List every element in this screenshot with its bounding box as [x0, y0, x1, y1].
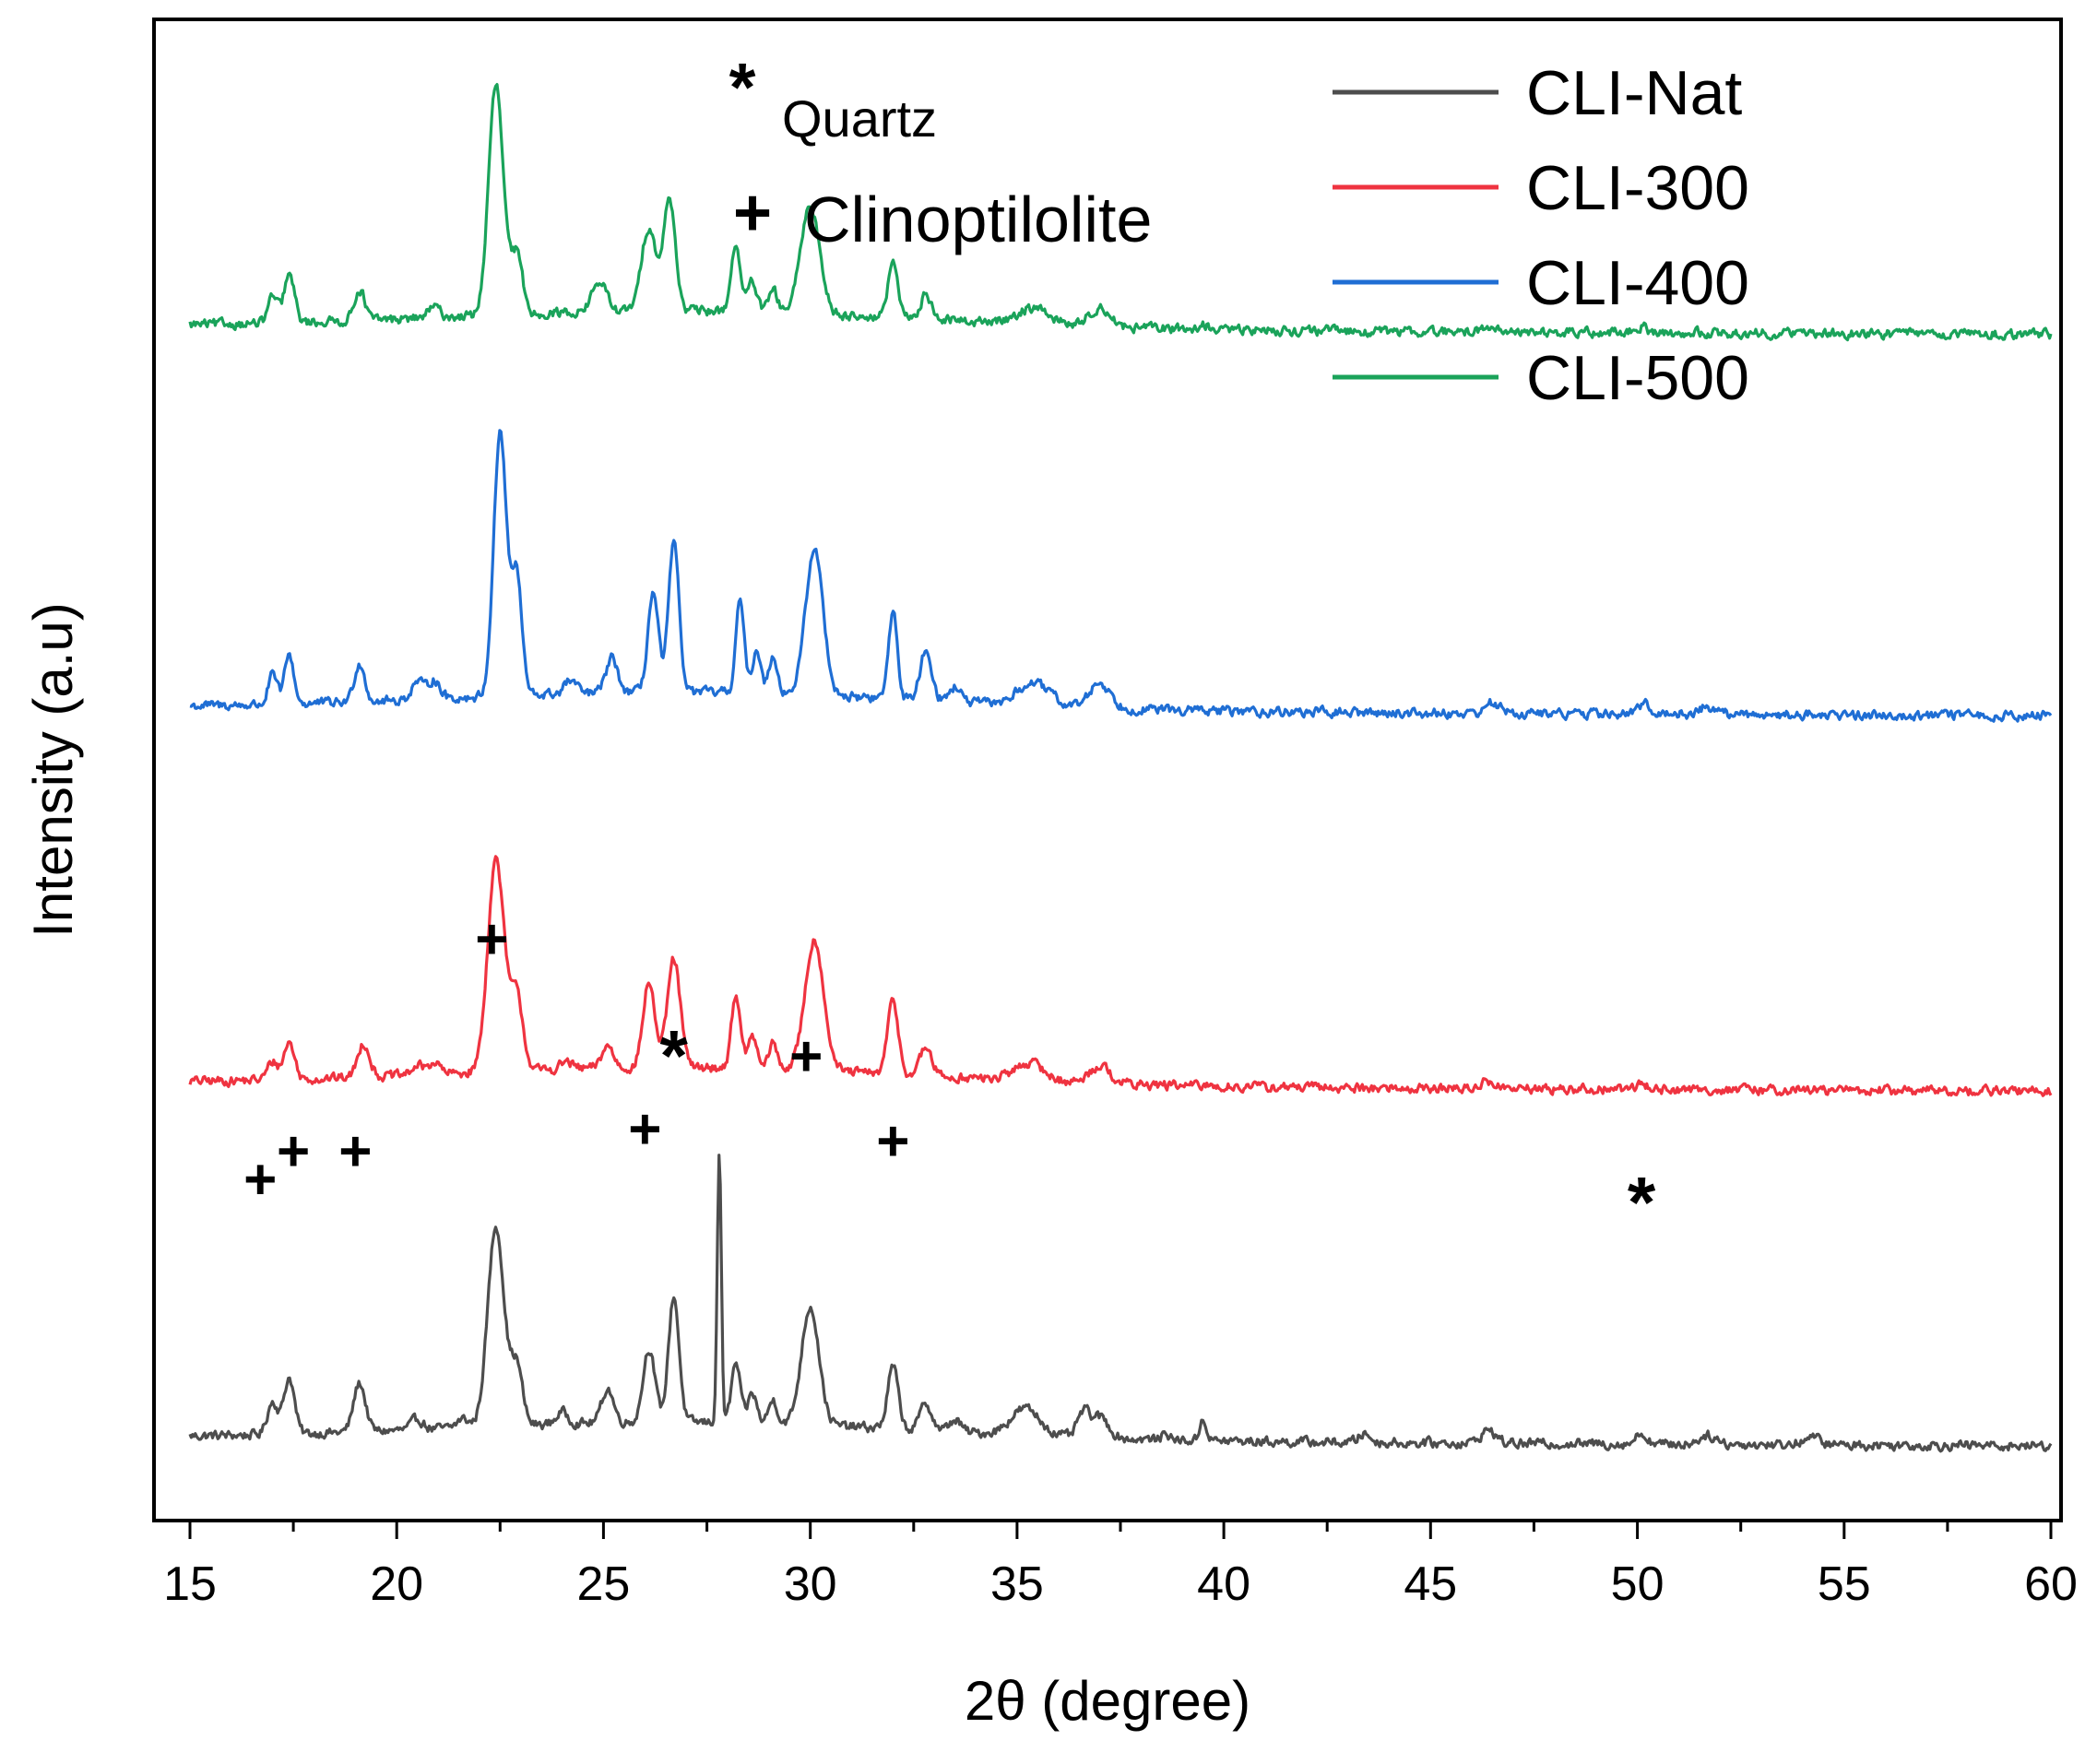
series-line-cli-500: [188, 82, 2053, 342]
x-tick-label: 60: [2024, 1557, 2078, 1611]
x-tick-label: 35: [990, 1557, 1044, 1611]
x-tick-label: 55: [1818, 1557, 1871, 1611]
legend-label-cli-300: CLI-300: [1526, 153, 1749, 223]
legend-label-cli-400: CLI-400: [1526, 248, 1749, 318]
x-tick-label: 20: [370, 1557, 423, 1611]
x-tick-label: 30: [784, 1557, 837, 1611]
x-axis-label: 2θ (degree): [965, 1670, 1250, 1732]
clinoptilolite-marker: +: [475, 908, 508, 972]
plot-frame: [152, 18, 2063, 1522]
series-line-cli-300: [188, 855, 2053, 1097]
clinoptilolite-marker: +: [277, 1120, 310, 1184]
clinoptilolite-marker: +: [338, 1120, 372, 1184]
clinoptilolite-marker: +: [243, 1148, 277, 1212]
legend: CLI-Nat CLI-300 CLI-400 CLI-500: [1333, 58, 1749, 413]
x-tick-label: 25: [576, 1557, 630, 1611]
clinoptilolite-marker: +: [628, 1097, 661, 1161]
x-tick-label: 45: [1404, 1557, 1457, 1611]
series-layer: [188, 82, 2053, 1453]
legend-label-cli-500: CLI-500: [1526, 343, 1749, 413]
quartz-key-label: Quartz: [782, 89, 937, 148]
x-axis-tick-labels: 15 20 25 30 35 40 45 50 55 60: [163, 1557, 2078, 1611]
clinoptilolite-marker: +: [789, 1025, 823, 1089]
quartz-marker: *: [1628, 1162, 1656, 1243]
quartz-marker: *: [660, 1014, 689, 1095]
marker-key: * Quartz+ Clinoptilolite: [729, 49, 1153, 255]
annotation-layer: + + +++* ++*: [243, 908, 1656, 1243]
clinoptilolite-marker: +: [876, 1109, 909, 1173]
legend-label-cli-nat: CLI-Nat: [1526, 58, 1742, 128]
clinoptilolite-key-label: Clinoptilolite: [804, 184, 1152, 255]
series-line-cli-400: [189, 429, 2053, 723]
quartz-key-symbol: *: [729, 49, 756, 125]
series-line-cli-nat: [188, 1154, 2053, 1453]
clinoptilolite-key-symbol: +: [733, 176, 772, 250]
y-axis-label: Intensity (a.u): [22, 602, 84, 938]
x-tick-label: 50: [1611, 1557, 1665, 1611]
x-tick-label: 40: [1197, 1557, 1250, 1611]
x-axis-ticks: [188, 1521, 2053, 1539]
x-tick-label: 15: [163, 1557, 217, 1611]
